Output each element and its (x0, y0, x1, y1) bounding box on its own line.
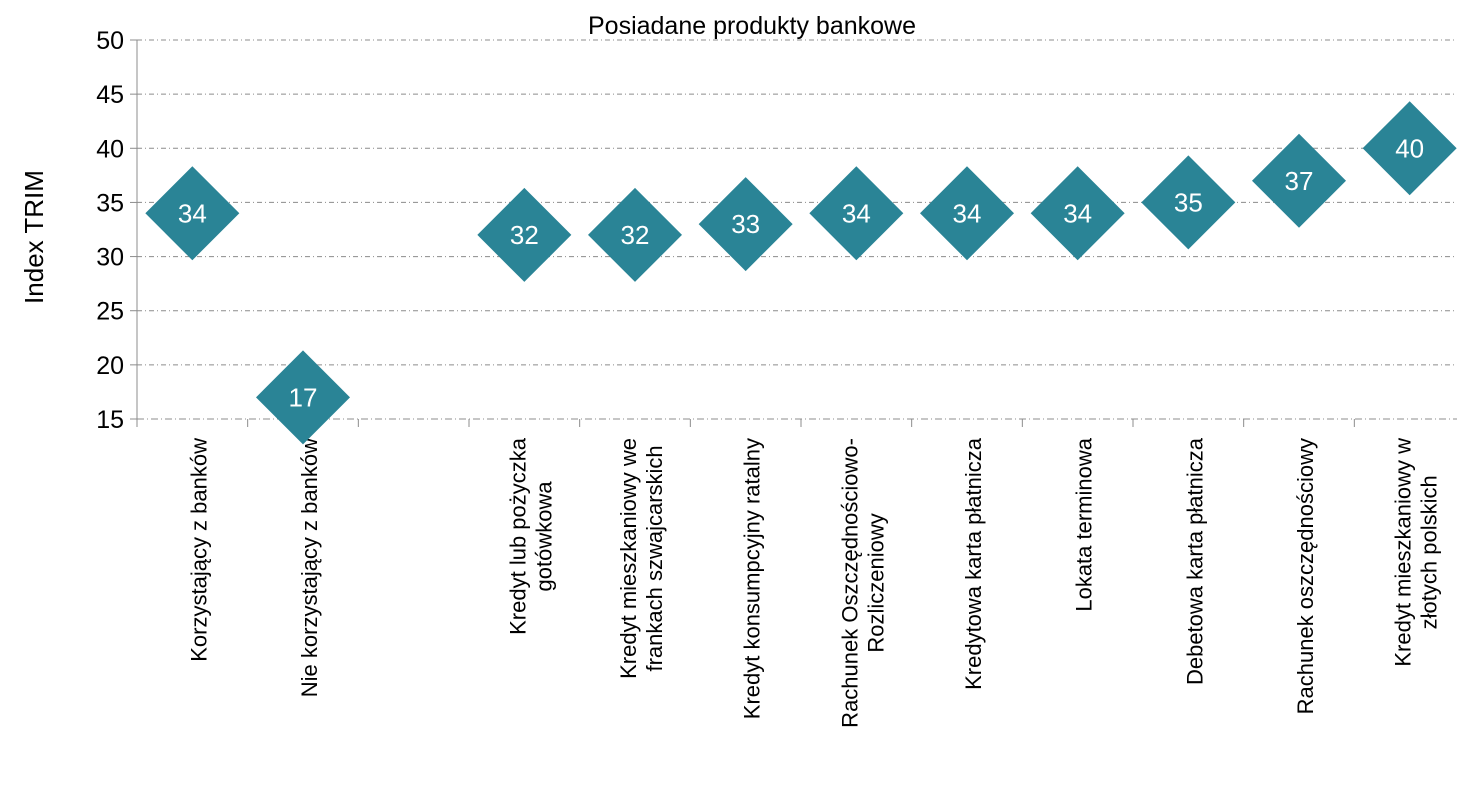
x-tick-label: Lokata terminowa (1072, 437, 1097, 611)
data-label: 40 (1395, 133, 1424, 163)
y-tick-label: 20 (96, 352, 124, 380)
x-tick-label: Kredyt konsumpcyjny ratalny (740, 438, 765, 719)
y-tick-label: 50 (96, 27, 124, 55)
data-label: 34 (953, 198, 982, 228)
x-tick-label: Kredyt lub pożyczkagotówkowa (505, 437, 556, 635)
y-tick-label: 40 (96, 135, 124, 163)
y-tick-label: 30 (96, 244, 124, 272)
x-tick-label: Kredytowa karta płatnicza (961, 437, 986, 690)
y-tick-label: 35 (96, 189, 124, 217)
data-label: 17 (289, 382, 318, 412)
data-label: 34 (1063, 198, 1092, 228)
data-label: 33 (731, 209, 760, 239)
x-tick-label: Kredyt mieszkaniowy wefrankach szwajcars… (616, 438, 667, 679)
gridlines (137, 40, 1457, 365)
data-label: 32 (621, 220, 650, 250)
x-tick-label: Rachunek oszczędnościowy (1293, 438, 1318, 714)
x-tick-label: Rachunek Oszczędnościowo-Rozliczeniowy (837, 438, 888, 728)
x-tick-label: Nie korzystający z banków (297, 438, 322, 697)
data-label: 34 (842, 198, 871, 228)
data-label: 37 (1285, 166, 1314, 196)
x-axis-labels: Korzystający z banków Nie korzystający z … (186, 437, 1441, 728)
chart-title: Posiadane produkty bankowe (588, 12, 916, 40)
y-tick-label: 45 (96, 81, 124, 109)
x-axis (137, 40, 1457, 427)
x-tick-label: Debetowa karta płatnicza (1182, 437, 1207, 685)
y-axis-label: Index TRIM (19, 170, 49, 304)
y-tick-label: 15 (96, 406, 124, 434)
data-label: 34 (178, 198, 207, 228)
y-tick-label: 25 (96, 298, 124, 326)
data-label: 35 (1174, 187, 1203, 217)
data-points: 34 17 32 32 33 34 34 34 35 37 40 (145, 101, 1456, 444)
y-axis-ticks: 15 20 25 30 35 40 45 50 (96, 27, 137, 434)
x-tick-label: Kredyt mieszkaniowy wzłotych polskich (1391, 438, 1442, 667)
data-label: 32 (510, 220, 539, 250)
x-tick-label: Korzystający z banków (186, 438, 211, 662)
